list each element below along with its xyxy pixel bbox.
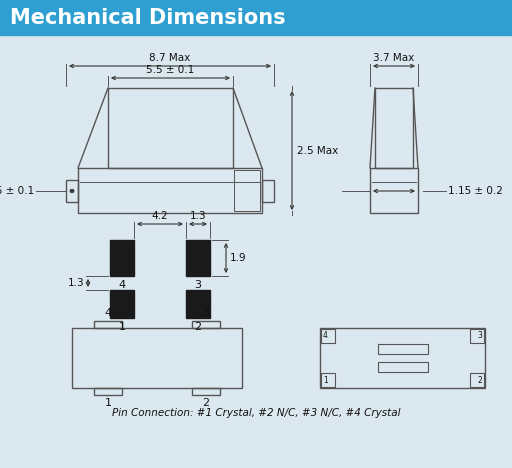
Bar (94, 321, 122, 328)
Bar (192, 321, 220, 328)
Bar (66, 180, 78, 202)
Text: 1.9: 1.9 (230, 253, 247, 263)
Text: 4: 4 (118, 280, 125, 290)
Bar (377, 344, 428, 354)
Bar (110, 290, 134, 318)
Bar (370, 168, 418, 213)
Text: 1: 1 (118, 322, 125, 332)
Text: 8.7 Max: 8.7 Max (150, 53, 190, 63)
Bar (320, 328, 485, 388)
Bar (0, 0, 512, 35)
Bar (321, 329, 335, 343)
Bar (186, 240, 210, 276)
Bar (321, 373, 335, 387)
Bar (94, 388, 122, 395)
Bar (186, 290, 210, 318)
Text: 3: 3 (203, 308, 209, 318)
Text: 3: 3 (477, 331, 482, 340)
Text: Mechanical Dimensions: Mechanical Dimensions (10, 8, 286, 28)
Text: 1.3: 1.3 (68, 278, 84, 288)
Text: 5.5 ± 0.1: 5.5 ± 0.1 (146, 65, 195, 75)
Bar (262, 180, 274, 202)
Text: 2: 2 (202, 398, 209, 408)
Text: 4: 4 (323, 331, 328, 340)
Bar (78, 168, 262, 213)
Bar (110, 240, 134, 276)
Text: 1.15 ± 0.2: 1.15 ± 0.2 (448, 186, 503, 196)
Bar (470, 329, 484, 343)
Text: 4.2: 4.2 (152, 211, 168, 221)
Text: 3: 3 (195, 280, 202, 290)
Text: 1.3: 1.3 (189, 211, 206, 221)
Text: 2: 2 (477, 376, 482, 385)
Bar (470, 373, 484, 387)
Bar (108, 88, 233, 168)
Text: 1: 1 (323, 376, 328, 385)
Text: 2.5 Max: 2.5 Max (297, 146, 338, 155)
Text: 4: 4 (104, 308, 112, 318)
Bar (375, 88, 413, 168)
Text: 0.5 ± 0.1: 0.5 ± 0.1 (0, 186, 34, 196)
Text: Pin Connection: #1 Crystal, #2 N/C, #3 N/C, #4 Crystal: Pin Connection: #1 Crystal, #2 N/C, #3 N… (112, 408, 400, 418)
Text: 3.7 Max: 3.7 Max (373, 53, 415, 63)
Bar (377, 362, 428, 372)
Bar (72, 328, 242, 388)
Text: 2: 2 (195, 322, 202, 332)
Bar (192, 388, 220, 395)
Text: 1: 1 (104, 398, 112, 408)
Bar (234, 170, 260, 211)
